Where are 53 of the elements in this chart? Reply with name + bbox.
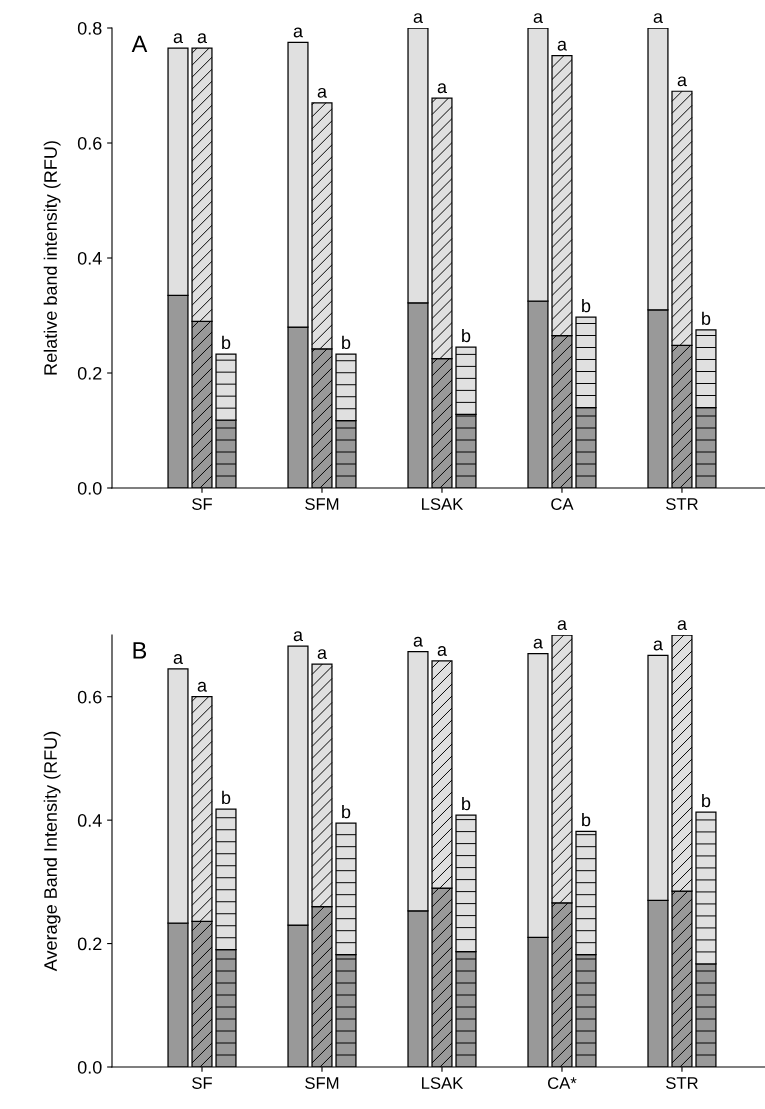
data-label: a xyxy=(317,87,328,98)
x-tick-label: CA* xyxy=(548,1077,577,1089)
data-label: b xyxy=(702,793,711,808)
y-tick-label: 0.2 xyxy=(77,366,102,380)
x-tick-label: SFM xyxy=(305,1077,339,1089)
y-tick-label: 0.8 xyxy=(77,21,102,35)
x-tick-label: STR xyxy=(666,498,698,510)
data-label: a xyxy=(173,654,184,664)
y-tick-label: 0.0 xyxy=(77,1060,102,1074)
x-tick-label: LSAK xyxy=(422,498,464,510)
y-tick-label: 0.4 xyxy=(77,251,102,265)
y-tick-label: 0.4 xyxy=(77,814,102,827)
data-label: a xyxy=(653,13,663,24)
data-label: a xyxy=(533,638,543,649)
data-label: b xyxy=(342,805,351,819)
data-label: a xyxy=(557,40,567,51)
data-label: a xyxy=(413,636,423,647)
data-label: b xyxy=(462,796,471,811)
data-label: a xyxy=(437,646,447,656)
data-label: a xyxy=(317,649,328,660)
chart-title: A xyxy=(131,35,148,53)
chart-title: B xyxy=(133,642,147,659)
x-tick-label: CA xyxy=(551,498,574,510)
x-tick-label: LSAK xyxy=(422,1077,464,1089)
x-tick-label: STR xyxy=(666,1077,698,1089)
data-label: b xyxy=(342,335,351,350)
data-label: a xyxy=(533,13,543,24)
data-label: a xyxy=(557,620,567,631)
data-label: b xyxy=(222,335,231,350)
x-tick-label: SF xyxy=(192,498,212,510)
data-label: a xyxy=(197,33,208,44)
data-label: b xyxy=(222,790,231,805)
y-tick-label: 0.6 xyxy=(77,136,102,150)
y-tick-label: 0.2 xyxy=(77,937,102,951)
data-label: a xyxy=(653,640,663,651)
y-tick-label: 0.6 xyxy=(77,690,102,704)
data-label: a xyxy=(413,13,423,24)
data-label: b xyxy=(582,299,591,313)
data-label: b xyxy=(582,813,591,827)
data-label: a xyxy=(677,76,687,87)
y-axis-title: Relative band intensity (RFU) xyxy=(43,141,61,375)
data-label: a xyxy=(197,681,208,692)
y-axis-title: Average Band Intensity (RFU) xyxy=(43,731,61,972)
data-label: a xyxy=(173,33,184,44)
x-tick-label: SFM xyxy=(305,498,339,510)
y-tick-label: 0.0 xyxy=(77,481,102,495)
data-label: a xyxy=(677,620,687,631)
data-label: a xyxy=(293,631,304,642)
data-label: b xyxy=(462,328,471,343)
data-label: b xyxy=(702,311,711,325)
data-label: a xyxy=(437,83,447,94)
x-tick-label: SF xyxy=(192,1077,212,1089)
data-label: a xyxy=(293,27,304,38)
